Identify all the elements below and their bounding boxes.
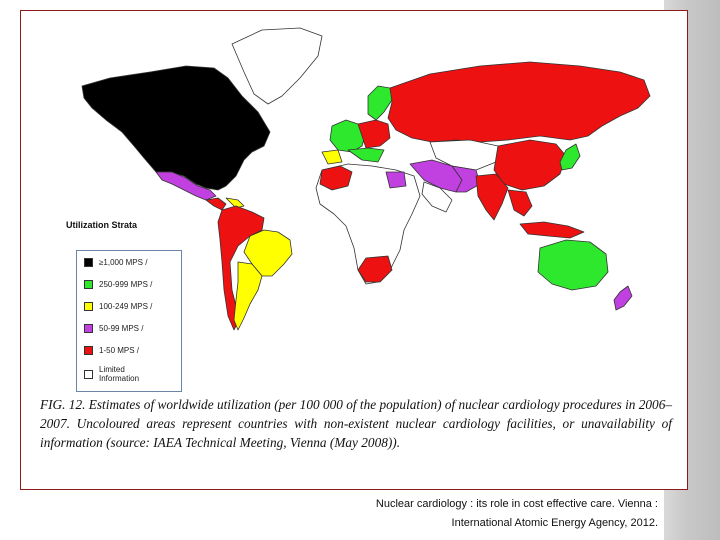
legend-item: ≥1,000 MPS / (84, 255, 147, 269)
region-north-africa-west (319, 165, 353, 191)
legend-item: Limited Information (84, 363, 164, 385)
source-line-1: Nuclear cardiology : its role in cost ef… (375, 498, 658, 510)
region-south-africa (357, 255, 393, 283)
legend-swatch (84, 345, 93, 355)
region-central-europe (357, 119, 391, 149)
legend-item: 50-99 MPS / (84, 321, 143, 335)
region-iran (451, 165, 481, 193)
source-citation: Nuclear cardiology : its role in cost ef… (298, 495, 658, 533)
region-southern-europe (347, 147, 385, 163)
legend-label: ≥1,000 MPS / (99, 257, 148, 267)
region-southeast-asia (507, 189, 533, 217)
region-china (493, 139, 567, 191)
region-south-america-north (217, 205, 265, 331)
region-arabia (421, 181, 453, 213)
region-central-america (205, 197, 227, 211)
legend-swatch (84, 323, 93, 333)
figure-caption: FIG. 12. Estimates of worldwide utilizat… (40, 397, 672, 450)
legend-box: ≥1,000 MPS / 250-999 MPS / 100-249 MPS /… (76, 250, 182, 392)
region-new-zealand (613, 285, 633, 311)
region-scandinavia (367, 85, 393, 121)
legend-label: 1-50 MPS / (99, 345, 140, 355)
region-japan (559, 143, 581, 171)
region-india (475, 173, 509, 221)
region-greenland (231, 27, 323, 105)
legend-item: 250-999 MPS / (84, 277, 152, 291)
legend-label: 250-999 MPS / (99, 279, 153, 289)
legend-label: 100-249 MPS / (99, 301, 153, 311)
legend-swatch (84, 369, 93, 379)
region-mexico (155, 171, 217, 201)
legend-item: 100-249 MPS / (84, 299, 152, 313)
region-north-america (81, 65, 271, 191)
legend-label: Limited Information (99, 365, 140, 383)
region-iberia (321, 149, 343, 165)
legend-swatch (84, 279, 93, 289)
region-brazil (243, 229, 293, 277)
legend-swatch (84, 257, 93, 267)
region-russia (387, 61, 651, 143)
region-western-europe (329, 119, 367, 153)
region-argentina (233, 261, 263, 331)
legend-title: Utilization Strata (66, 220, 138, 230)
region-central-asia (429, 139, 499, 171)
source-line-2: International Atomic Energy Agency, 2012… (451, 517, 658, 529)
region-indonesia (519, 221, 585, 239)
legend: Utilization Strata ≥1,000 MPS / 250-999 … (66, 220, 186, 392)
legend-item: 1-50 MPS / (84, 343, 139, 357)
legend-swatch (84, 301, 93, 311)
region-australia (537, 239, 609, 291)
region-caribbean (225, 197, 245, 209)
legend-label: 50-99 MPS / (99, 323, 144, 333)
region-egypt (385, 171, 407, 189)
